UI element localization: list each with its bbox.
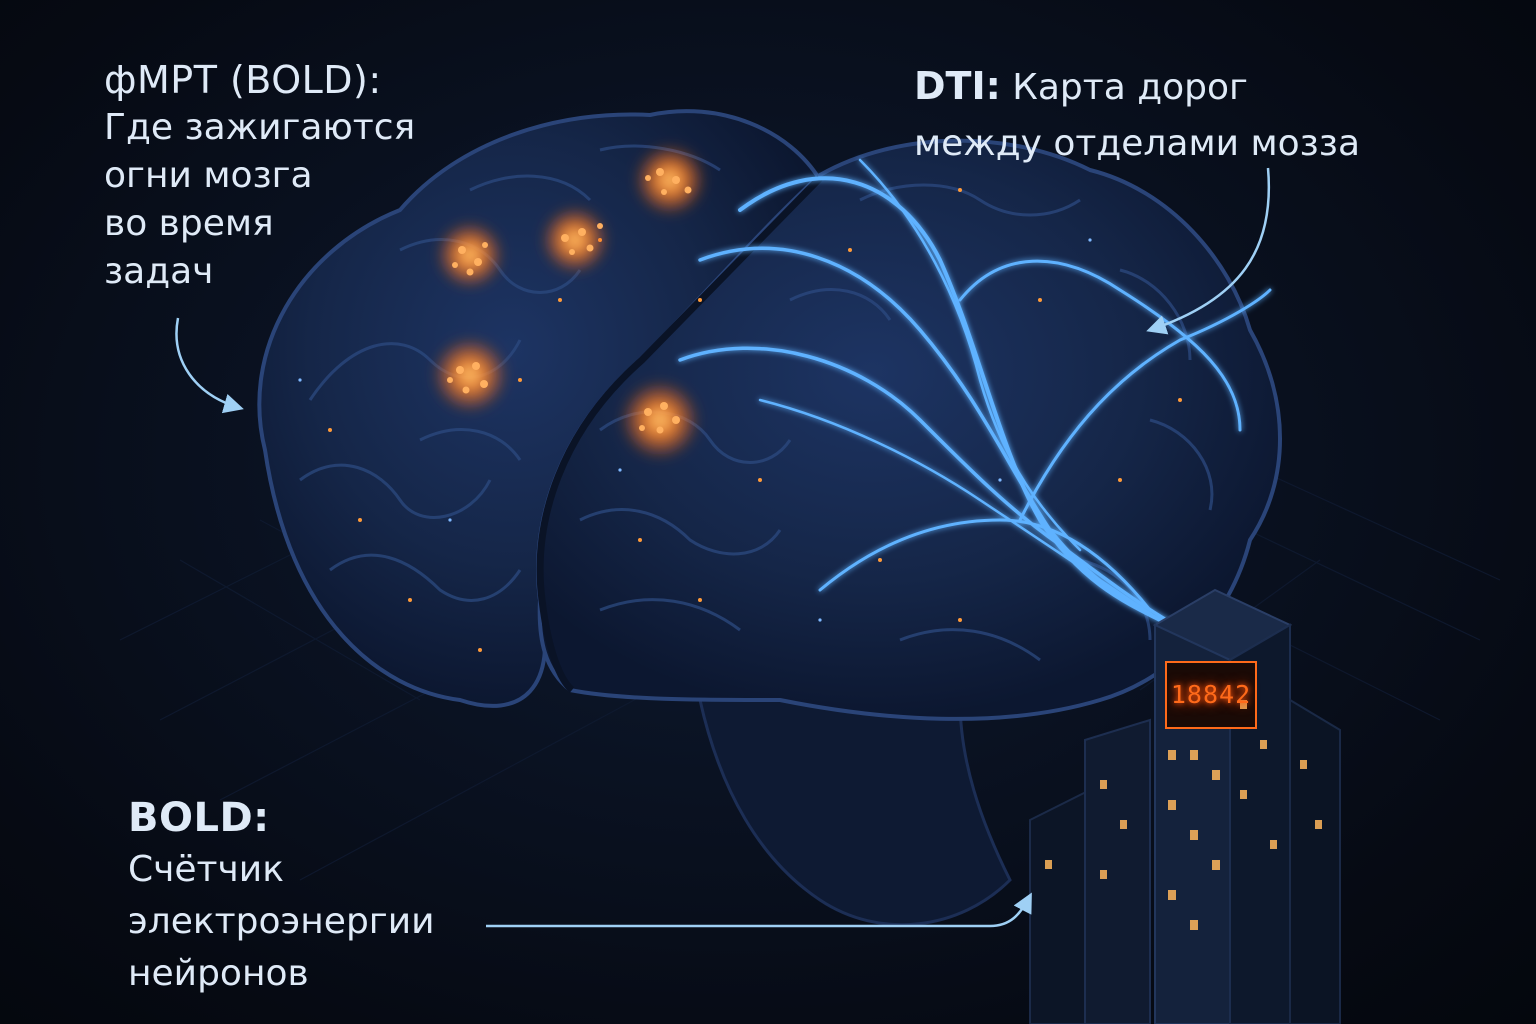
fmri-description: Где зажигаются огни мозга во время задач: [104, 107, 416, 292]
building-low-left: [1084, 718, 1151, 1024]
central-fissure: [536, 175, 823, 693]
dti-annotation: DTI: Карта дорог между отделами мозза: [914, 58, 1474, 172]
fiber-tract: [858, 158, 1082, 552]
bold-description: Счётчик электроэнергии нейронов: [128, 849, 435, 994]
fmri-annotation: фМРТ (BOLD): Где зажигаются огни мозга в…: [104, 56, 484, 296]
fiber-tract: [758, 398, 1162, 622]
dti-title: DTI:: [914, 64, 1001, 108]
hotspot: [634, 144, 706, 216]
hotspot: [620, 380, 700, 460]
hotspot: [432, 337, 508, 413]
hotspot: [436, 221, 504, 289]
bold-annotation: BOLD: Счётчик электроэнергии нейронов: [128, 792, 508, 1000]
meter-building: [1029, 588, 1341, 1024]
brain-stem: [698, 698, 1012, 927]
bold-arrow: [486, 892, 1032, 928]
fiber-tract: [818, 518, 1152, 612]
dti-description: Карта дорог между отделами мозза: [914, 67, 1361, 164]
hotspot: [541, 206, 609, 274]
fmri-title: фМРТ (BOLD):: [104, 58, 382, 102]
fmri-arrow: [175, 317, 244, 414]
bold-title: BOLD:: [128, 795, 270, 841]
fiber-tract: [958, 259, 1242, 432]
meter-display-panel: [1165, 661, 1257, 729]
annotation-arrows: [175, 167, 1271, 928]
fiber-tract: [738, 176, 1162, 622]
building-windows: [1045, 700, 1322, 930]
building-right: [1289, 698, 1341, 1024]
activation-hotspots: [432, 144, 706, 460]
building-side: [1029, 788, 1091, 1024]
fiber-tracts: [678, 158, 1272, 627]
power-meter-readout: 18842: [1170, 680, 1252, 709]
fiber-tract: [1018, 288, 1272, 522]
dti-arrow: [1146, 167, 1271, 335]
fiber-tract: [678, 346, 1177, 627]
